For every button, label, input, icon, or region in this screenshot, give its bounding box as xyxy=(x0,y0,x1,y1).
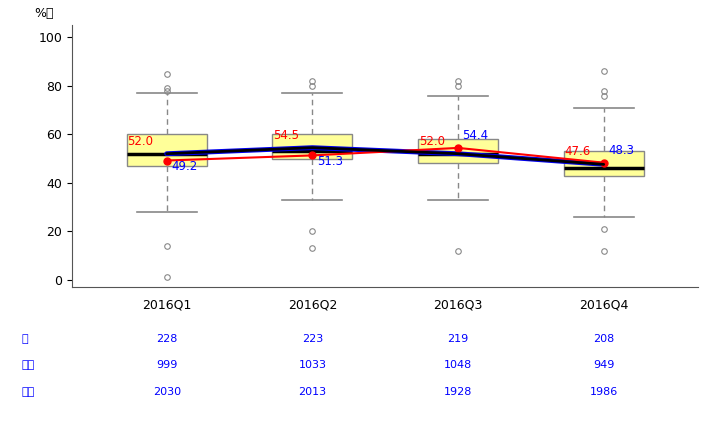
Text: 48.3: 48.3 xyxy=(608,143,634,157)
Text: 219: 219 xyxy=(447,334,469,344)
Text: 54.5: 54.5 xyxy=(273,129,299,142)
Text: 52.0: 52.0 xyxy=(127,135,153,148)
Text: 51.3: 51.3 xyxy=(317,154,343,168)
Text: 分子: 分子 xyxy=(22,360,35,371)
Y-axis label: %－: %－ xyxy=(34,7,53,20)
Text: 2013: 2013 xyxy=(298,387,326,397)
Text: 223: 223 xyxy=(302,334,323,344)
Text: 52.0: 52.0 xyxy=(419,135,445,148)
Bar xyxy=(272,134,352,159)
Text: 1928: 1928 xyxy=(444,387,472,397)
Text: 1986: 1986 xyxy=(590,387,618,397)
Text: ｎ: ｎ xyxy=(22,334,29,344)
Text: 2030: 2030 xyxy=(153,387,181,397)
Bar xyxy=(127,134,207,166)
Text: 54.4: 54.4 xyxy=(462,129,489,142)
Text: 949: 949 xyxy=(593,360,614,371)
Text: 49.2: 49.2 xyxy=(171,160,197,173)
Text: 208: 208 xyxy=(593,334,614,344)
Bar xyxy=(418,139,498,163)
Text: 1048: 1048 xyxy=(444,360,472,371)
Bar xyxy=(564,151,644,176)
Text: 47.6: 47.6 xyxy=(564,145,590,158)
Text: 999: 999 xyxy=(156,360,177,371)
Text: 1033: 1033 xyxy=(298,360,326,371)
Text: 分母: 分母 xyxy=(22,387,35,397)
Text: 228: 228 xyxy=(156,334,177,344)
